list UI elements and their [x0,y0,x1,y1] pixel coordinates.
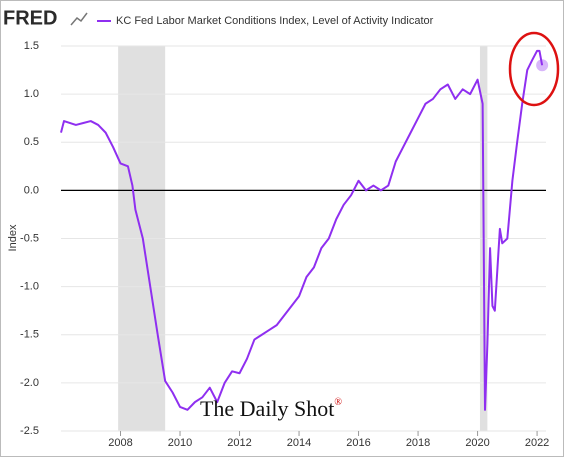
highlight-ellipse [508,31,560,107]
x-tick-label: 2008 [108,437,132,449]
x-tick-label: 2012 [227,437,251,449]
x-tick-label: 2014 [287,437,311,449]
plot: 1.5 1.0 0.5 0.0 -0.5 -1.0 -1.5 -2.0 -2.5 2008 2010… [7,15,549,449]
y-tick-label: -0.5 [20,232,39,244]
watermark: The Daily Shot® [200,396,342,421]
watermark-text: The Daily Shot [200,396,334,421]
x-tick-label: 2010 [168,437,192,449]
x-tick-label: 2022 [525,437,549,449]
hover-point [536,59,549,72]
y-tick-label: -2.0 [20,377,39,389]
y-tick-label: 0.5 [24,136,39,148]
logo-icon [70,12,88,26]
x-tick-label: 2020 [465,437,489,449]
x-tick-label: 2016 [346,437,370,449]
y-tick-label: -1.0 [20,281,39,293]
y-tick-label: 1.0 [24,88,39,100]
watermark-mark: ® [334,397,342,408]
y-tick-label: -2.5 [20,425,39,437]
logo: FRED [3,7,57,29]
x-tick-label: 2018 [406,437,430,449]
y-axis-label: Index [7,224,19,251]
y-tick-label: 0.0 [24,184,39,196]
y-tick-label: -1.5 [20,329,39,341]
series-line [60,49,544,411]
y-tick-label: 1.5 [24,40,39,52]
legend-label: KC Fed Labor Market Conditions Index, Le… [116,15,434,27]
